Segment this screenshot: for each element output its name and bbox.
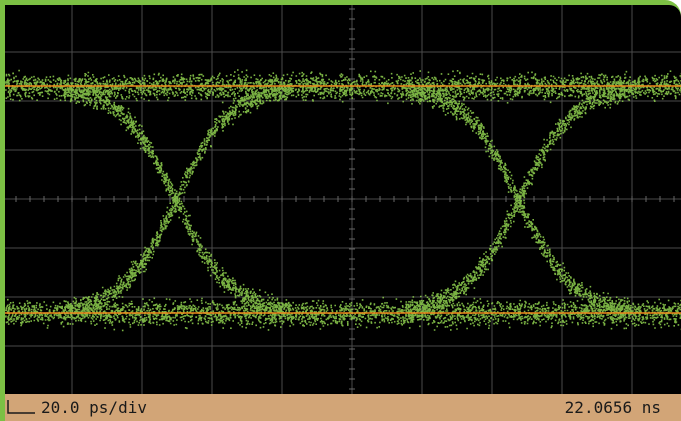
- timebase-icon: [5, 394, 45, 421]
- scope-frame: 20.0 ps/div 22.0656 ns: [0, 0, 681, 421]
- status-bar: 20.0 ps/div 22.0656 ns: [5, 394, 681, 421]
- timebase: 20.0 ps/div: [41, 398, 147, 417]
- eye-diagram: [5, 5, 681, 394]
- position: 22.0656 ns: [565, 398, 661, 417]
- scope-screen: [5, 5, 681, 394]
- eye-trace: [5, 69, 681, 331]
